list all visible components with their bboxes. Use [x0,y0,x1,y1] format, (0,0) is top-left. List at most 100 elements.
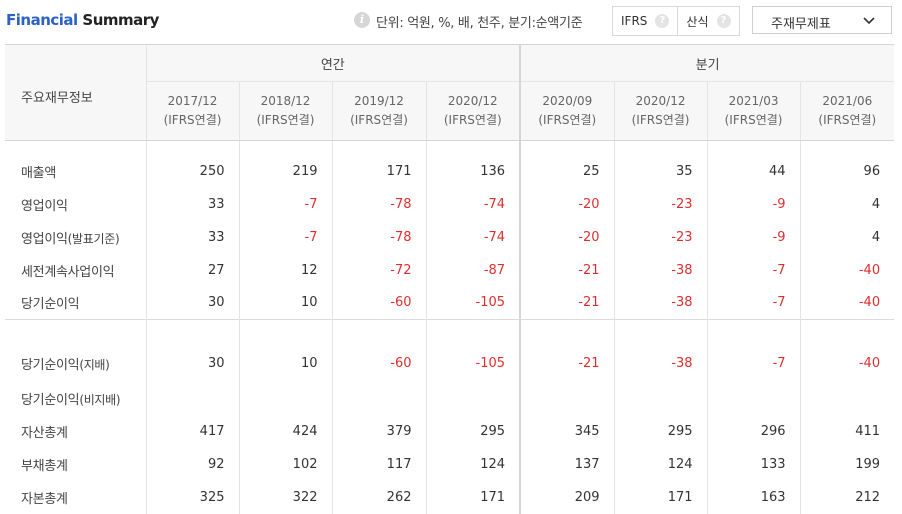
period-basis: (IFRS연결) [631,113,690,127]
table-cell: -74 [425,220,521,254]
table-cell: 12 [238,253,332,287]
row-label: 당기순이익(비지배) [5,382,146,415]
table-cell: -38 [613,286,708,320]
row-label: 자산총계 [5,415,146,448]
table-cell: -7 [706,286,801,320]
table-row: 매출액 250 219 171 136 25 35 44 96 [5,154,895,188]
table-cell: 136 [425,154,521,188]
question-icon[interactable]: ? [655,14,670,28]
period-header: 2021/06 (IFRS연결) [799,81,895,141]
table-cell: -20 [519,187,615,221]
row-label: 당기순이익(지배) [5,319,146,382]
table-cell: 96 [799,154,895,188]
table-cell: -72 [331,253,426,287]
statement-type-select[interactable]: 주재무제표 [752,6,892,34]
table-row: 영업이익(발표기준) 33 -7 -78 -74 -20 -23 -9 4 [5,220,895,254]
info-icon[interactable]: i [354,12,370,28]
formula-label: 산식 [686,14,709,29]
period-header: 2017/12 (IFRS연결) [145,81,239,141]
chevron-down-icon [863,17,875,25]
group-quarter: 분기 [519,44,895,82]
period-date: 2017/12 [167,94,218,108]
period-date: 2020/12 [447,94,498,108]
table-cell: 92 [145,447,239,481]
period-header: 2021/03 (IFRS연결) [706,81,801,141]
table-cell: 171 [613,480,708,514]
row-label: 영업이익 [5,188,146,221]
table-cell: 117 [331,447,426,481]
table-cell: 124 [425,447,521,481]
table-row: 부채총계 92 102 117 124 137 124 133 199 [5,447,895,481]
table-cell: 30 [145,319,239,382]
table-row: 세전계속사업이익 27 12 -72 -87 -21 -38 -7 -40 [5,253,895,287]
table-cell: -105 [425,319,521,382]
table-cell: -20 [519,220,615,254]
table-cell: 27 [145,253,239,287]
table-cell: 325 [145,480,239,514]
table-cell: -7 [238,187,332,221]
row-label-sub: (발표기준) [67,231,120,246]
table-cell: -38 [613,319,708,382]
table-cell [238,381,332,415]
table-cell: -38 [613,253,708,287]
table-cell: 295 [613,414,708,448]
period-basis: (IFRS연결) [724,113,783,127]
table-cell: 30 [145,286,239,320]
period-basis: (IFRS연결) [818,113,877,127]
table-cell: 345 [519,414,615,448]
table-cell: 250 [145,154,239,188]
table-cell: 44 [706,154,801,188]
table-cell: 296 [706,414,801,448]
table-cell: -105 [425,286,521,320]
table-cell: 163 [706,480,801,514]
title-financial: Financial [6,11,78,29]
table-row: 당기순이익(지배) 30 10 -60 -105 -21 -38 -7 -40 [5,319,895,382]
row-label: 매출액 [5,155,146,188]
table-cell [425,381,521,415]
table-row: 당기순이익 30 10 -60 -105 -21 -38 -7 -40 [5,286,895,320]
table-cell: -40 [799,286,895,320]
select-label: 주재무제표 [771,17,831,32]
table-cell: -9 [706,220,801,254]
period-date: 2020/09 [542,94,593,108]
table-cell: -60 [331,286,426,320]
table-cell: 417 [145,414,239,448]
formula-button[interactable]: 산식? [677,7,738,35]
row-label-sub: (지배) [79,358,110,373]
table-cell: -23 [613,187,708,221]
table-row: 자본총계 325 322 262 171 209 171 163 212 [5,480,895,514]
ifrs-button[interactable]: IFRS? [613,7,677,35]
financial-summary-header: Financial Summary i 단위: 억원, %, 배, 천주, 분기… [0,0,902,44]
row-label-main: 당기순이익 [21,358,80,374]
row-label: 자본총계 [5,481,146,514]
row-label: 영업이익(발표기준) [5,221,146,254]
row-label: 부채총계 [5,448,146,481]
table-cell: 35 [613,154,708,188]
section-title: Financial Summary [6,11,159,29]
row-label-main: 당기순이익 [21,392,80,408]
table-cell: -78 [331,187,426,221]
table-cell: 171 [331,154,426,188]
table-cell: -21 [519,253,615,287]
table-cell: 262 [331,480,426,514]
table-cell: -60 [331,319,426,382]
table-cell: 124 [613,447,708,481]
table-cell: -7 [238,220,332,254]
question-icon[interactable]: ? [716,14,731,28]
table-cell: 25 [519,154,615,188]
table-cell: 212 [799,480,895,514]
table-cell: -21 [519,286,615,320]
table-cell: 171 [425,480,521,514]
period-basis: (IFRS연결) [163,113,222,127]
table-cell [799,381,895,415]
table-cell: 199 [799,447,895,481]
period-header: 2020/09 (IFRS연결) [519,81,615,141]
row-label-main: 부채총계 [21,458,68,474]
table-cell: 295 [425,414,521,448]
row-label: 당기순이익 [5,287,146,320]
table-cell: -7 [706,253,801,287]
table-cell [145,381,239,415]
spacer-row [5,140,895,155]
table-cell: -40 [799,319,895,382]
table-cell: 102 [238,447,332,481]
